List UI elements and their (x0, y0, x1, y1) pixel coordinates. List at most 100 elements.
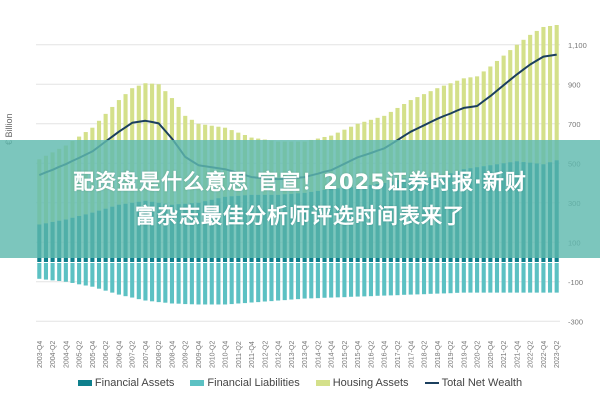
financial-liabilities-bar (256, 263, 261, 303)
y-tick-label: 1,100 (568, 41, 587, 50)
financial-liabilities-bar (110, 263, 115, 293)
financial-liabilities-bar (362, 263, 367, 297)
x-tick-label: 2017-Q2 (395, 341, 402, 368)
financial-liabilities-bar (395, 263, 400, 296)
housing-assets-bar (494, 60, 500, 165)
financial-liabilities-bar (289, 263, 294, 300)
financial-liabilities-bar (96, 263, 102, 289)
x-tick-label: 2010-Q4 (223, 341, 230, 368)
x-tick-label: 2018-Q4 (435, 341, 442, 368)
financial-liabilities-bar (116, 263, 121, 295)
financial-liabilities-bar (176, 263, 181, 304)
x-tick-label: 2022-Q4 (541, 341, 548, 368)
x-tick-label: 2023-Q2 (554, 341, 561, 368)
financial-liabilities-bar (461, 263, 466, 293)
financial-liabilities-bar (428, 263, 433, 294)
financial-liabilities-bar (534, 263, 539, 293)
housing-assets-bar (534, 30, 539, 164)
legend-item-total-net-wealth: Total Net Wealth (424, 377, 523, 389)
housing-assets-bar (435, 88, 440, 178)
financial-liabilities-bar (408, 263, 413, 295)
legend-swatch (424, 382, 439, 384)
x-tick-label: 2003-Q4 (37, 341, 44, 368)
financial-liabilities-bar (508, 263, 513, 293)
legend-label: Total Net Wealth (441, 377, 523, 389)
x-tick-label: 2022-Q2 (528, 341, 535, 368)
y-tick-label: -100 (568, 278, 583, 287)
financial-liabilities-bar (402, 263, 407, 295)
x-tick-label: 2014-Q2 (315, 341, 322, 368)
financial-liabilities-bar (421, 263, 427, 295)
financial-liabilities-bar (43, 263, 49, 280)
legend-swatch (190, 380, 205, 386)
housing-assets-bar (541, 26, 546, 165)
x-tick-label: 2020-Q4 (488, 341, 495, 368)
housing-assets-bar (488, 66, 493, 166)
x-tick-label: 2012-Q4 (276, 341, 283, 368)
y-tick-label: 900 (568, 80, 581, 89)
financial-liabilities-bar (329, 263, 334, 298)
housing-assets-bar (455, 80, 460, 172)
financial-liabilities-bar (355, 263, 360, 297)
financial-liabilities-bar (494, 263, 500, 293)
legend-label: Financial Liabilities (207, 377, 300, 389)
financial-liabilities-bar (468, 263, 473, 293)
x-tick-label: 2015-Q4 (355, 341, 362, 368)
legend: Financial Assets Financial Liabilities H… (0, 377, 600, 389)
x-tick-label: 2011-Q2 (236, 341, 243, 368)
financial-liabilities-bar (156, 263, 161, 303)
financial-liabilities-bar (77, 263, 82, 285)
financial-liabilities-bar (514, 263, 519, 293)
financial-liabilities-bar (276, 263, 281, 301)
x-tick-label: 2008-Q4 (169, 341, 176, 368)
financial-liabilities-bar (236, 263, 241, 304)
housing-assets-bar (501, 55, 506, 164)
x-tick-label: 2013-Q4 (302, 341, 309, 368)
financial-liabilities-bar (163, 263, 168, 303)
financial-liabilities-bar (216, 263, 221, 305)
housing-assets-bar (461, 78, 466, 170)
housing-assets-bar (428, 91, 433, 178)
financial-liabilities-bar (388, 263, 393, 296)
financial-liabilities-bar (229, 263, 234, 305)
overlay-banner[interactable]: 配资盘是什么意思 官宣！2025证券时报·新财 富杂志最佳分析师评选时间表来了 (0, 140, 600, 258)
x-tick-label: 2010-Q2 (209, 341, 216, 368)
x-tick-label: 2013-Q2 (289, 341, 296, 368)
financial-liabilities-bar (143, 263, 148, 301)
x-tick-label: 2004-Q2 (50, 341, 57, 368)
x-tick-label: 2011-Q4 (249, 341, 256, 368)
housing-assets-bar (448, 83, 453, 174)
x-tick-label: 2009-Q2 (183, 341, 190, 368)
financial-liabilities-bar (441, 263, 446, 294)
housing-assets-bar (528, 34, 533, 163)
x-tick-label: 2007-Q2 (130, 341, 137, 368)
y-tick-label: 700 (568, 120, 581, 129)
financial-liabilities-bar (37, 263, 42, 279)
x-tick-label: 2018-Q2 (422, 341, 429, 368)
legend-label: Housing Assets (332, 377, 409, 389)
x-tick-label: 2021-Q4 (514, 341, 521, 368)
x-tick-label: 2004-Q4 (63, 341, 70, 368)
financial-liabilities-bar (342, 263, 347, 298)
financial-liabilities-bar (455, 263, 460, 293)
financial-liabilities-bar (242, 263, 247, 304)
financial-liabilities-bar (541, 263, 546, 293)
financial-liabilities-bar (150, 263, 155, 302)
housing-assets-bar (508, 50, 513, 163)
financial-liabilities-bar (282, 263, 287, 301)
housing-assets-bar (547, 25, 553, 163)
x-tick-label: 2017-Q4 (408, 341, 415, 368)
financial-liabilities-bar (57, 263, 62, 281)
x-tick-label: 2008-Q2 (156, 341, 163, 368)
financial-liabilities-bar (63, 263, 68, 282)
financial-liabilities-bar (309, 263, 314, 299)
financial-liabilities-bar (475, 263, 480, 293)
financial-liabilities-bar (349, 263, 354, 297)
financial-liabilities-bar (249, 263, 254, 303)
financial-liabilities-bar (375, 263, 380, 296)
financial-liabilities-bar (368, 263, 374, 297)
x-tick-label: 2015-Q2 (342, 341, 349, 368)
financial-liabilities-bar (103, 263, 108, 291)
x-tick-label: 2006-Q2 (103, 341, 110, 368)
housing-assets-bar (521, 39, 526, 163)
